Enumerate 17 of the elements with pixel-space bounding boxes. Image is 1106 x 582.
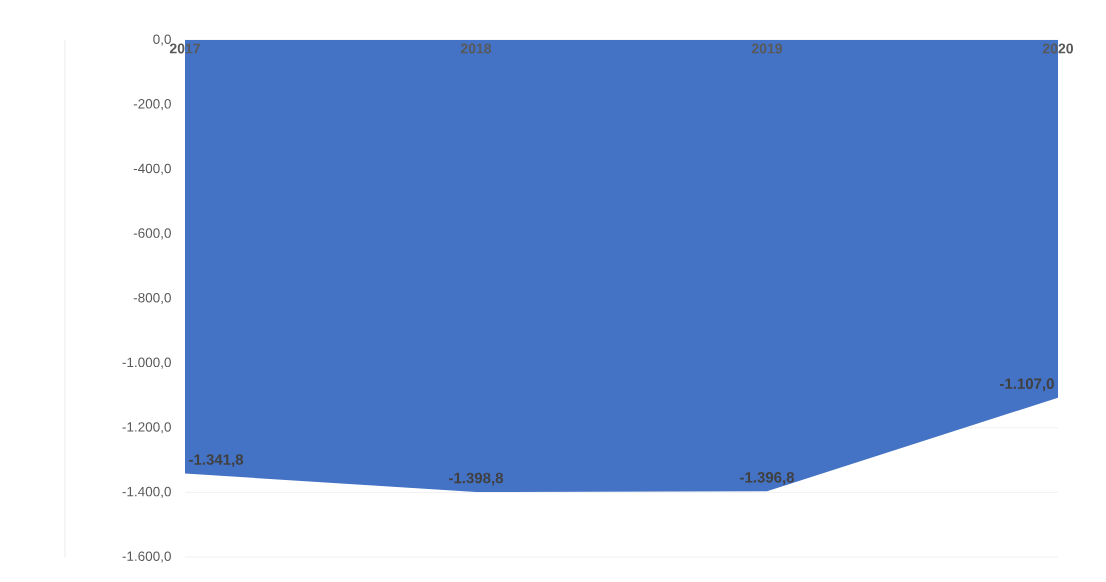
y-tick-label: -600,0 <box>133 228 171 240</box>
y-tick-label: -1.200,0 <box>122 422 171 434</box>
data-label: -1.396,8 <box>740 472 795 485</box>
y-tick-label: -1.000,0 <box>122 357 171 369</box>
x-tick-label: 2019 <box>751 43 783 54</box>
data-label: -1.341,8 <box>189 454 244 468</box>
y-tick-label: -1.400,0 <box>122 486 171 498</box>
x-tick-label: 2018 <box>460 43 492 54</box>
y-tick-label: -200,0 <box>133 99 171 111</box>
x-tick-label: 2017 <box>169 43 200 54</box>
y-tick-label: -400,0 <box>133 163 171 175</box>
x-tick-label: 2020 <box>1042 43 1073 54</box>
y-tick-label: 0,0 <box>153 34 171 46</box>
y-tick-label: -1.600,0 <box>122 551 171 563</box>
y-tick-label: -800,0 <box>133 292 171 305</box>
data-label: -1.398,8 <box>449 472 504 486</box>
data-label: -1.107,0 <box>1000 378 1054 392</box>
